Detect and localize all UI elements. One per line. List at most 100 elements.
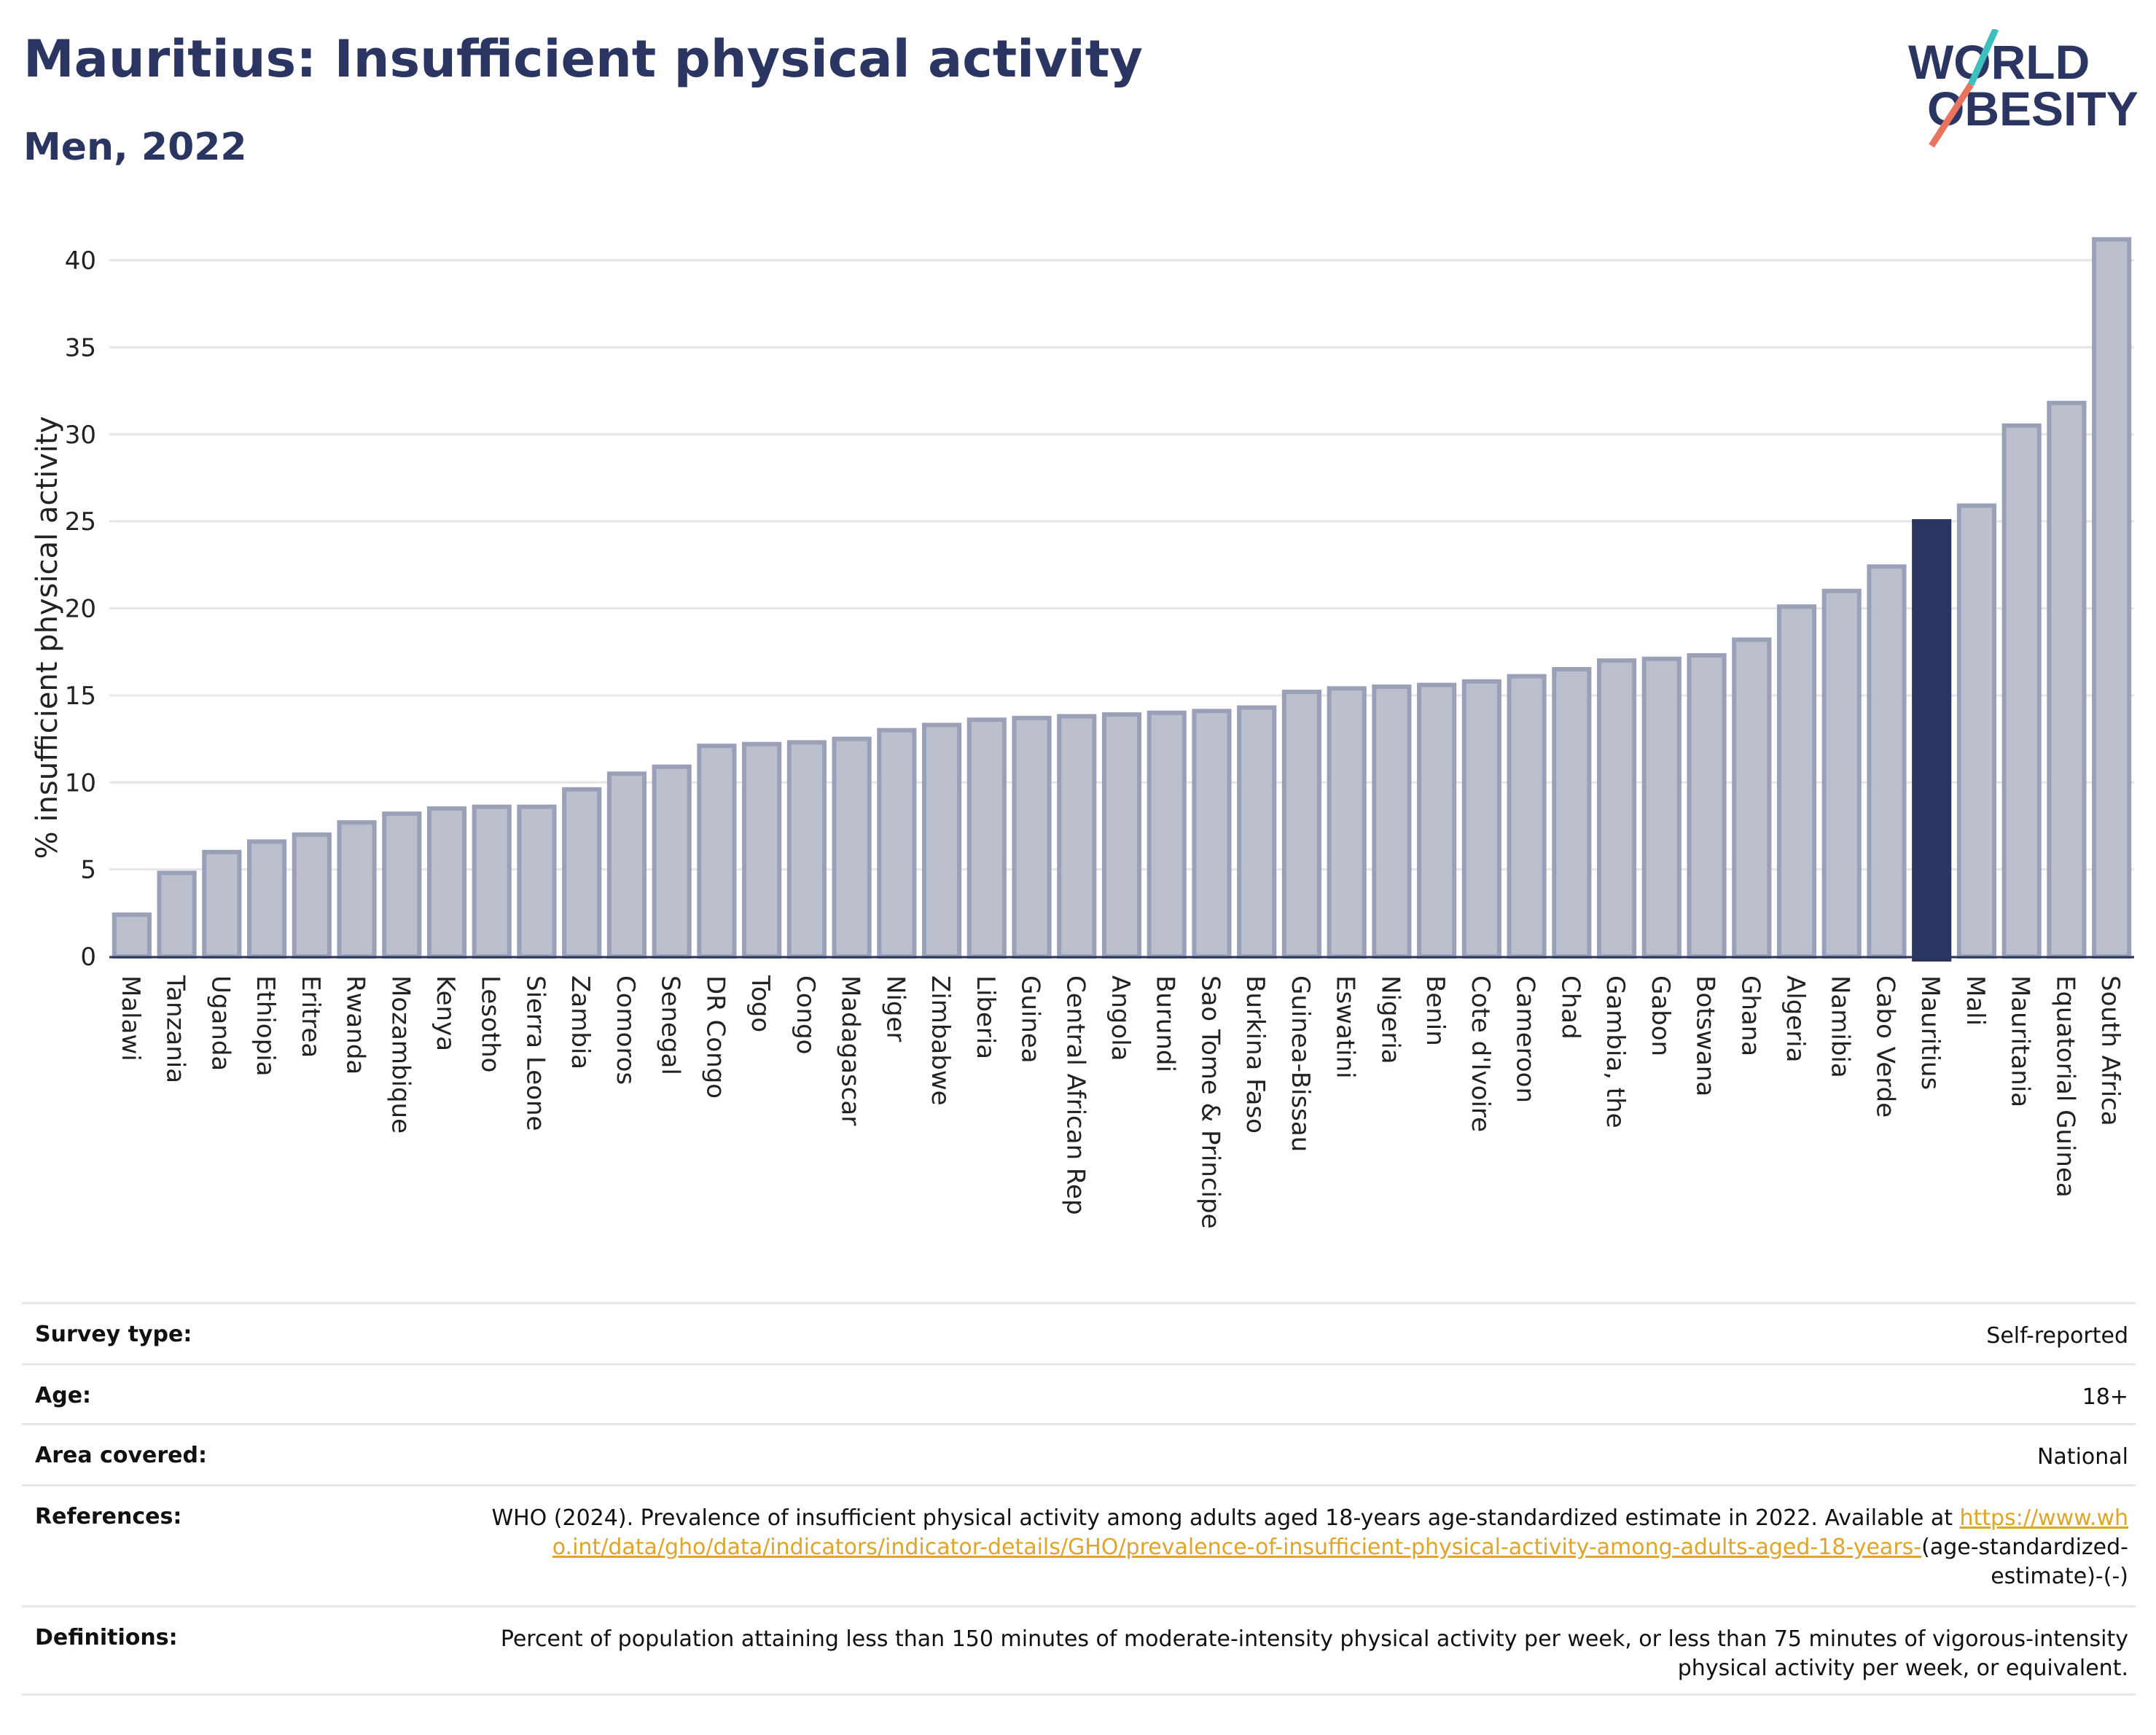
bar (246, 839, 287, 959)
bar (742, 741, 782, 959)
bar (1461, 679, 1501, 959)
y-axis-label: % insufficient physical activity (31, 416, 64, 859)
definitions-value: Percent of population attaining less tha… (500, 1626, 2128, 1681)
y-tick-label: 10 (65, 768, 96, 798)
bar (1417, 682, 1457, 959)
age-value: 18+ (2082, 1384, 2128, 1410)
bar-chart: 0 5 10 15 20 25 30 35 40 Malawi Tanzania Uganda Eth… (31, 237, 2134, 1229)
references-suffix: (age-standardized-estimate)-(-) (1921, 1535, 2128, 1589)
x-tick-label: Mozambique (386, 975, 415, 1134)
x-tick-label: Equatorial Guinea (2050, 975, 2079, 1198)
bar (1821, 588, 1862, 959)
bar (2001, 423, 2042, 959)
x-tick-label: Comoros (611, 975, 640, 1085)
bar (562, 787, 602, 959)
y-tick-label: 0 (80, 943, 96, 972)
x-tick-label: Malawi (116, 975, 145, 1061)
x-axis-ticks: Malawi Tanzania Uganda Ethiopia Eritrea Rwand… (116, 975, 2125, 1229)
bar (292, 832, 332, 959)
bar (1956, 503, 1997, 959)
age-label: Age: (35, 1383, 92, 1408)
x-tick-label: South Africa (2096, 975, 2125, 1126)
bar (1552, 667, 1592, 959)
bar (112, 912, 152, 959)
area-label: Area covered: (35, 1443, 207, 1468)
metadata-table: Survey type: Self-reported Age: 18+ Area… (22, 1302, 2136, 1696)
bar (382, 811, 422, 959)
x-tick-label: Sierra Leone (520, 975, 550, 1131)
logo-teal-slash (1967, 29, 1999, 86)
meta-row-age: Age: 18+ (22, 1363, 2136, 1423)
x-tick-label: Sao Tome & Principe (1195, 975, 1225, 1229)
bar (1012, 715, 1052, 959)
area-value: National (2036, 1444, 2128, 1470)
x-tick-label: Eritrea (296, 975, 325, 1058)
y-tick-label: 20 (65, 595, 96, 624)
x-tick-label: Algeria (1781, 975, 1810, 1062)
y-tick-label: 5 (80, 856, 96, 885)
x-tick-label: Cameroon (1511, 975, 1540, 1103)
x-tick-label: Guinea-Bissau (1286, 975, 1315, 1152)
bar (472, 804, 512, 959)
bar (877, 728, 917, 959)
bar (1057, 714, 1097, 959)
x-tick-label: Zimbabwe (926, 975, 955, 1106)
x-tick-label: Cote d'Ivoire (1466, 975, 1495, 1132)
bar (517, 804, 557, 959)
logo-coral-slash (1929, 82, 1974, 148)
x-tick-label: Angola (1106, 975, 1135, 1061)
x-tick-label: Burundi (1151, 975, 1180, 1072)
bar (786, 740, 827, 959)
bar (1867, 564, 1907, 959)
bar (697, 744, 737, 959)
x-tick-label: Ethiopia (251, 975, 280, 1076)
x-tick-label: Benin (1421, 975, 1450, 1046)
references-link[interactable]: https://www.who.int/data/gho/data/indica… (552, 1505, 2128, 1560)
x-tick-label: Botswana (1691, 975, 1720, 1096)
x-tick-label: Niger (880, 975, 910, 1042)
x-tick-label: Togo (746, 975, 775, 1032)
y-tick-label: 25 (65, 507, 96, 537)
y-tick-label: 30 (65, 421, 96, 450)
bar (2092, 237, 2132, 959)
y-tick-label: 40 (65, 246, 96, 276)
x-tick-label: Madagascar (836, 975, 865, 1126)
bar (1776, 604, 1817, 959)
bar (1372, 684, 1412, 959)
survey-value: Self-reported (1986, 1323, 2128, 1349)
bar (1281, 690, 1322, 959)
bar (1101, 712, 1142, 959)
meta-row-area: Area covered: National (22, 1423, 2136, 1484)
x-tick-label: Lesotho (476, 975, 505, 1072)
bar (157, 870, 197, 959)
y-tick-label: 35 (65, 333, 96, 362)
page-subtitle: Men, 2022 (23, 125, 247, 169)
x-tick-label: Burkina Faso (1241, 975, 1270, 1134)
bar (652, 764, 692, 959)
x-tick-label: Mauritius (1915, 975, 1945, 1090)
y-axis-ticks: 0 5 10 15 20 25 30 35 40 (65, 246, 96, 972)
x-tick-label: Eswatini (1331, 975, 1360, 1079)
bar (1192, 709, 1232, 959)
page-title: Mauritius: Insufficient physical activit… (23, 29, 1143, 89)
x-tick-label: Namibia (1826, 975, 1855, 1078)
x-tick-label: Senegal (656, 975, 685, 1075)
references-label: References: (35, 1504, 182, 1529)
x-tick-label: Congo (791, 975, 820, 1054)
x-tick-label: Ghana (1735, 975, 1765, 1056)
world-obesity-logo: WORLD OBESITY (1908, 29, 2139, 148)
meta-row-survey: Survey type: Self-reported (22, 1302, 2136, 1363)
bar (1237, 705, 1277, 959)
references-value: WHO (2024). Prevalence of insufficient p… (488, 1504, 2128, 1605)
meta-row-definitions: Definitions: Percent of population attai… (22, 1605, 2136, 1696)
bar (1596, 658, 1637, 959)
logo-line-2: OBESITY (1927, 82, 2139, 136)
x-tick-label: Cabo Verde (1870, 975, 1899, 1118)
x-tick-label: Uganda (206, 975, 235, 1071)
bar (1327, 686, 1367, 959)
meta-row-references: References: WHO (2024). Prevalence of in… (22, 1484, 2136, 1605)
x-tick-label: DR Congo (700, 975, 730, 1099)
bar (832, 736, 872, 959)
bar (1641, 656, 1682, 959)
x-tick-label: Rwanda (341, 975, 370, 1075)
